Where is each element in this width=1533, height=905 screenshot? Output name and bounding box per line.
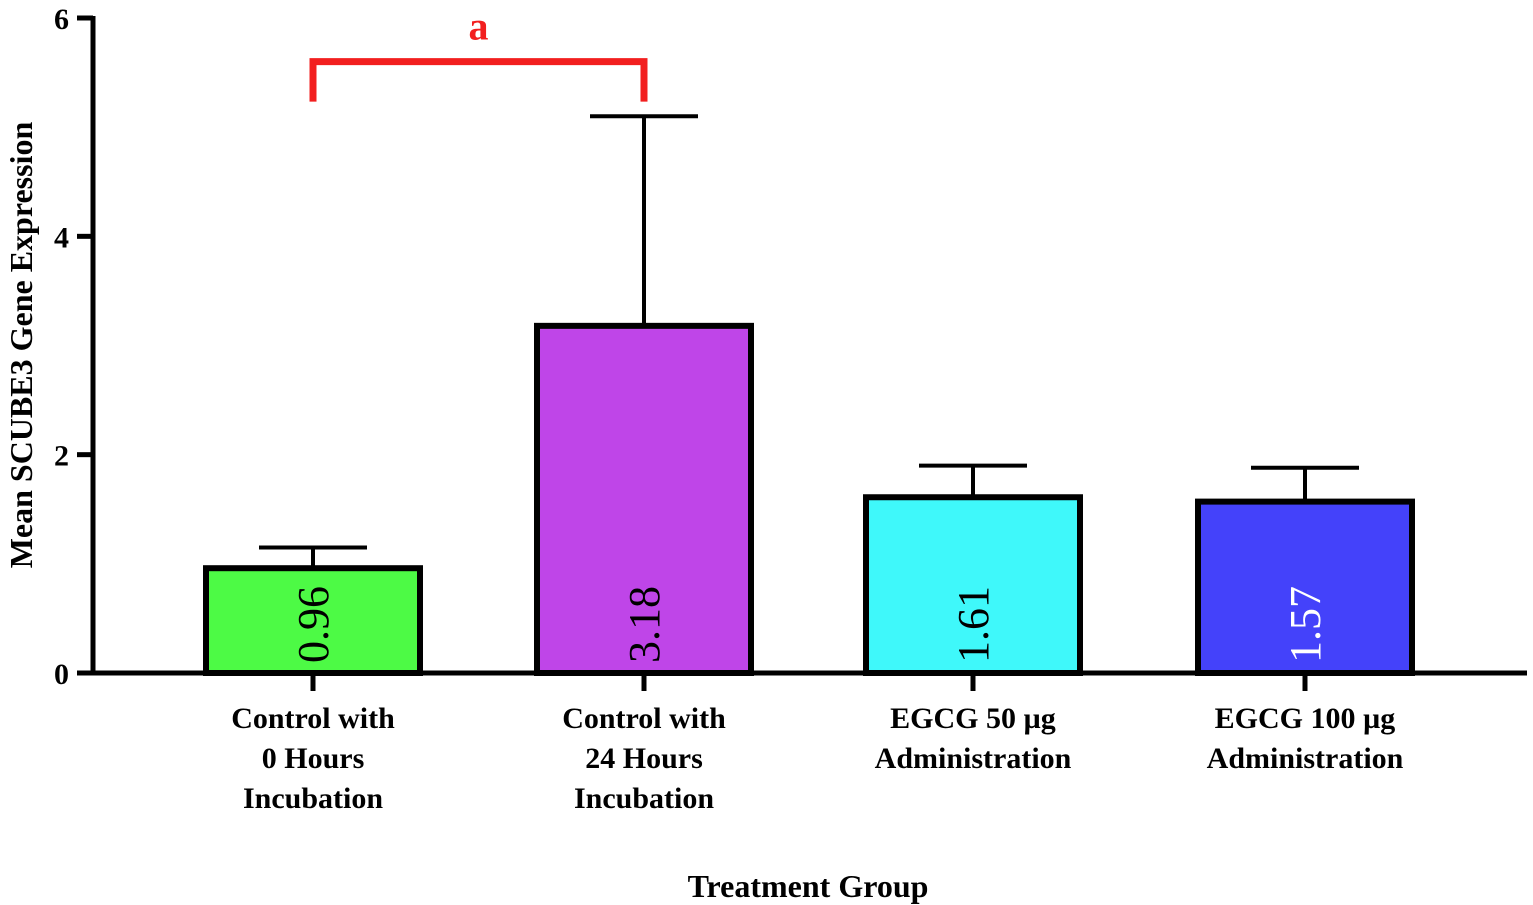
x-category-label: EGCG 100 µg Administration	[1207, 702, 1404, 775]
axes-layer	[90, 16, 1527, 676]
x-category-label: Control with 24 Hours Incubation	[562, 702, 726, 815]
y-tick-label: 0	[54, 658, 69, 691]
bar	[534, 322, 754, 676]
x-ticks-layer: Control with 0 Hours Incubation Control wit…	[231, 673, 1404, 815]
x-category-label: EGCG 50 µg Administration	[875, 702, 1072, 775]
bars-layer	[203, 322, 1415, 677]
error-bars-layer	[259, 114, 1359, 569]
significance-bracket	[309, 58, 648, 102]
y-tick-label: 6	[54, 3, 69, 36]
significance-layer: a	[309, 4, 648, 102]
bar	[1195, 498, 1415, 676]
significance-label: a	[469, 4, 489, 49]
bar-value-label: 0.96	[289, 586, 338, 663]
y-tick-label: 2	[54, 440, 69, 473]
y-tick-label: 4	[54, 221, 69, 254]
value-labels-layer: 0.96 3.18 1.61 1.57	[289, 586, 1330, 663]
bar-value-label: 3.18	[620, 586, 669, 663]
x-axis-title: Treatment Group	[688, 868, 929, 904]
x-category-label: Control with 0 Hours Incubation	[231, 702, 395, 815]
bar-value-label: 1.57	[1281, 586, 1330, 663]
y-axis-title: Mean SCUBE3 Gene Expression	[3, 122, 39, 569]
bar-value-label: 1.61	[949, 586, 998, 663]
y-ticks-layer: 0 2 4 6	[54, 3, 93, 691]
